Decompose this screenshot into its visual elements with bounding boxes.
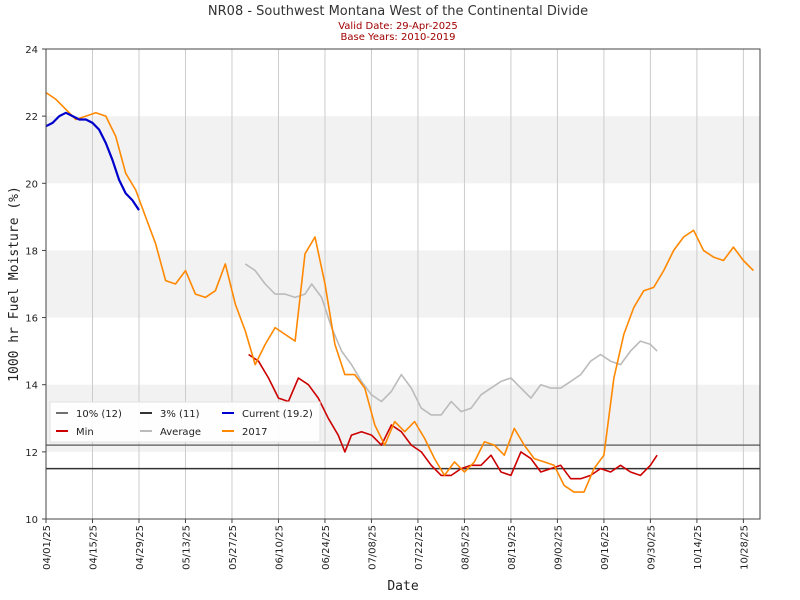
x-tick-label: 04/15/25 [88, 525, 99, 570]
y-tick-label: 10 [25, 515, 38, 526]
y-tick-label: 14 [25, 381, 38, 392]
grid-band [46, 250, 760, 318]
x-tick-label: 09/02/25 [553, 525, 564, 570]
legend-label: 3% (11) [160, 409, 200, 420]
plot-frame [45, 48, 761, 520]
y-axis-label: 1000 hr Fuel Moisture (%) [7, 186, 22, 382]
x-tick-label: 06/24/25 [321, 525, 332, 570]
chart-subtitle-base-years: Base Years: 2010-2019 [341, 32, 456, 43]
y-tick-label: 24 [25, 45, 38, 56]
x-tick-label: 09/16/25 [600, 525, 611, 570]
y-tick-label: 18 [25, 246, 38, 257]
x-tick-label: 10/28/25 [739, 525, 750, 570]
x-tick-label: 09/30/25 [646, 525, 657, 570]
legend-box [49, 401, 321, 443]
chart-subtitle-valid-date: Valid Date: 29-Apr-2025 [338, 21, 458, 32]
y-tick-label: 12 [25, 448, 38, 459]
x-tick-label: 04/29/25 [135, 525, 146, 570]
x-tick-label: 07/08/25 [367, 525, 378, 570]
background-bands [46, 116, 760, 452]
x-tick-label: 04/01/25 [42, 525, 53, 570]
x-axis-ticks: 04/01/25 04/15/25 04/29/25 05/13/25 05/27/25… [42, 519, 750, 570]
x-tick-label: 10/14/25 [693, 525, 704, 570]
y-tick-label: 22 [25, 112, 38, 123]
series-line-2017 [45, 91, 754, 493]
series-line-average [244, 263, 658, 416]
reference-lines [46, 444, 760, 470]
legend-label: Current (19.2) [242, 409, 313, 420]
series-lines [45, 91, 754, 493]
x-tick-label: 07/22/25 [414, 525, 425, 570]
x-tick-label: 05/27/25 [228, 525, 239, 570]
legend: 10% (12) 3% (11) Current (19.2) Min Average 2… [49, 401, 321, 443]
legend-label: 2017 [242, 427, 267, 438]
legend-label: 10% (12) [76, 409, 122, 420]
legend-label: Average [160, 427, 201, 438]
x-tick-label: 08/19/25 [507, 525, 518, 570]
chart-title: NR08 - Southwest Montana West of the Con… [208, 4, 588, 19]
y-axis-ticks: 10 12 14 16 18 20 22 24 [25, 45, 46, 526]
legend-label: Min [76, 427, 94, 438]
y-tick-label: 20 [25, 179, 38, 190]
series-line-current-19-2 [45, 111, 140, 211]
grid-band [46, 116, 760, 184]
x-tick-label: 05/13/25 [181, 525, 192, 570]
x-tick-label: 06/10/25 [274, 525, 285, 570]
x-tick-label: 08/05/25 [460, 525, 471, 570]
y-tick-label: 16 [25, 314, 38, 325]
x-axis-label: Date [387, 579, 418, 594]
